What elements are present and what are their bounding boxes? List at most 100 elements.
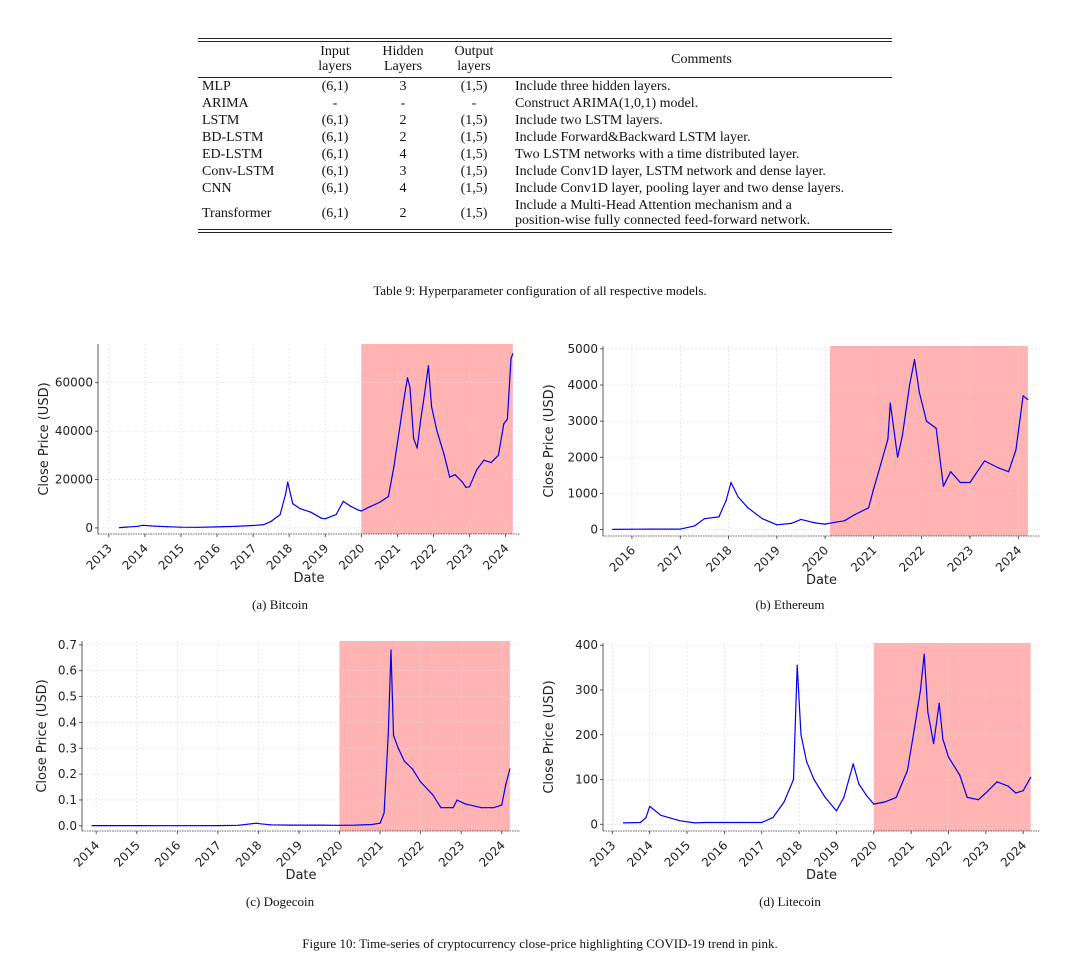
data-point — [718, 516, 720, 518]
x-tick-label: 2016 — [607, 543, 638, 574]
data-point — [985, 792, 987, 794]
figure-caption: Figure 10: Time-series of cryptocurrency… — [302, 936, 778, 951]
data-point — [927, 711, 929, 713]
data-point — [959, 481, 961, 484]
data-point — [427, 365, 429, 367]
data-point — [342, 500, 344, 502]
bitcoin-chart: 0 20000 40000 60000 2013 2014 2015 2016 2017 2018… — [30, 338, 530, 594]
data-point — [872, 489, 874, 491]
data-point — [349, 505, 352, 507]
x-tick-label: 2019 — [300, 541, 331, 572]
y-tick-label: 3000 — [567, 414, 598, 428]
y-tick-label: 4000 — [567, 378, 598, 392]
data-point — [725, 500, 727, 502]
y-tick-label: 1000 — [567, 486, 598, 500]
data-point — [480, 807, 483, 809]
comment-cell: Include Conv1D layer, pooling layer and … — [511, 180, 892, 197]
data-point — [142, 524, 144, 526]
x-tick-label: 2023 — [436, 838, 467, 869]
data-point — [456, 799, 458, 801]
data-point — [950, 471, 952, 473]
data-point — [411, 768, 414, 770]
input-cell: (6,1) — [321, 113, 349, 128]
x-tick-label: 2019 — [811, 838, 842, 869]
input-cell: (6,1) — [321, 130, 349, 145]
output-cell: (1,5) — [460, 79, 488, 94]
comment-line1: Include Conv1D layer, LSTM network and d… — [515, 164, 826, 179]
data-point — [776, 524, 778, 526]
y-tick-label: 0.1 — [58, 793, 77, 807]
data-point — [935, 427, 937, 429]
data-point — [998, 467, 1000, 469]
litecoin-chart: 0 100 200 300 400 2013 2014 2015 2016 2017 2018 201… — [535, 633, 1045, 889]
x-tick-label: 2021 — [886, 838, 917, 869]
header-output-line2: layers — [457, 59, 491, 74]
data-point — [679, 820, 681, 822]
x-tick-label: 2022 — [395, 838, 426, 869]
table-row: ED-LSTM (6,1) 4 (1,5) Two LSTM networks with… — [198, 146, 892, 163]
data-point — [858, 783, 860, 785]
output-cell: (1,5) — [460, 205, 488, 221]
input-cell: (6,1) — [321, 205, 349, 221]
data-point — [1015, 449, 1017, 451]
x-tick-label: 2013 — [83, 541, 114, 572]
data-point — [966, 796, 968, 798]
table-row: ARIMA - - - Construct ARIMA(1,0,1) model. — [198, 95, 892, 112]
x-tick-label: 2020 — [336, 541, 367, 572]
data-point — [959, 774, 961, 776]
x-tick-label: 2022 — [408, 541, 439, 572]
comment-line1: Include a Multi-Head Attention mechanism… — [515, 198, 792, 213]
input-cell: (6,1) — [321, 164, 349, 179]
table-body: MLP (6,1) 3 (1,5) Include three hidden layer… — [198, 78, 892, 230]
data-point — [252, 524, 254, 527]
covid-highlight-region — [361, 344, 513, 534]
table-row: Transformer (6,1) 2 (1,5) Include a Multi-He… — [198, 197, 892, 229]
x-tick-label: 2019 — [751, 543, 782, 574]
x-axis-label: Date — [806, 573, 837, 588]
data-point — [397, 747, 399, 749]
data-point — [796, 664, 798, 666]
x-tick-label: 2014 — [71, 838, 102, 869]
x-tick-label: 2017 — [655, 543, 686, 574]
x-tick-label: 2024 — [476, 838, 507, 869]
data-point — [387, 495, 389, 498]
data-point — [476, 469, 478, 471]
x-tick-label: 2021 — [372, 541, 403, 572]
data-point — [800, 734, 802, 736]
comment-cell: Include Forward&Backward LSTM layer. — [511, 129, 892, 146]
table-top-rule — [198, 38, 892, 42]
litecoin-chart-svg: 0 100 200 300 400 2013 2014 2015 2016 2017 2018 201… — [542, 638, 1040, 883]
data-point — [367, 506, 370, 508]
data-point — [217, 825, 219, 827]
data-point — [431, 406, 433, 408]
x-tick-label: 2018 — [233, 838, 264, 869]
y-axis-label: Close Price (USD) — [37, 382, 52, 495]
data-point — [1027, 398, 1029, 401]
input-cell: (6,1) — [321, 147, 349, 162]
data-point — [843, 796, 845, 798]
data-point — [400, 418, 402, 420]
data-point — [318, 824, 320, 826]
data-point — [895, 796, 897, 798]
data-point — [509, 768, 511, 770]
data-point — [737, 496, 739, 498]
data-point — [977, 799, 979, 801]
data-point — [299, 508, 301, 510]
model-cell: LSTM — [202, 113, 240, 128]
data-point — [906, 770, 908, 772]
data-point — [512, 353, 514, 355]
data-point — [198, 526, 200, 528]
data-point — [413, 437, 415, 439]
table-row: CNN (6,1) 4 (1,5) Include Conv1D layer, pool… — [198, 180, 892, 197]
x-tick-label: 2016 — [699, 838, 730, 869]
data-point — [694, 525, 696, 527]
data-point — [649, 805, 651, 807]
data-point — [290, 824, 292, 826]
x-axis-label: Date — [285, 868, 316, 883]
header-input: Input layers — [301, 42, 369, 78]
data-point — [631, 528, 633, 530]
model-cell: BD-LSTM — [202, 130, 264, 145]
data-point — [490, 462, 492, 464]
data-point — [942, 738, 944, 740]
data-point — [639, 821, 641, 824]
